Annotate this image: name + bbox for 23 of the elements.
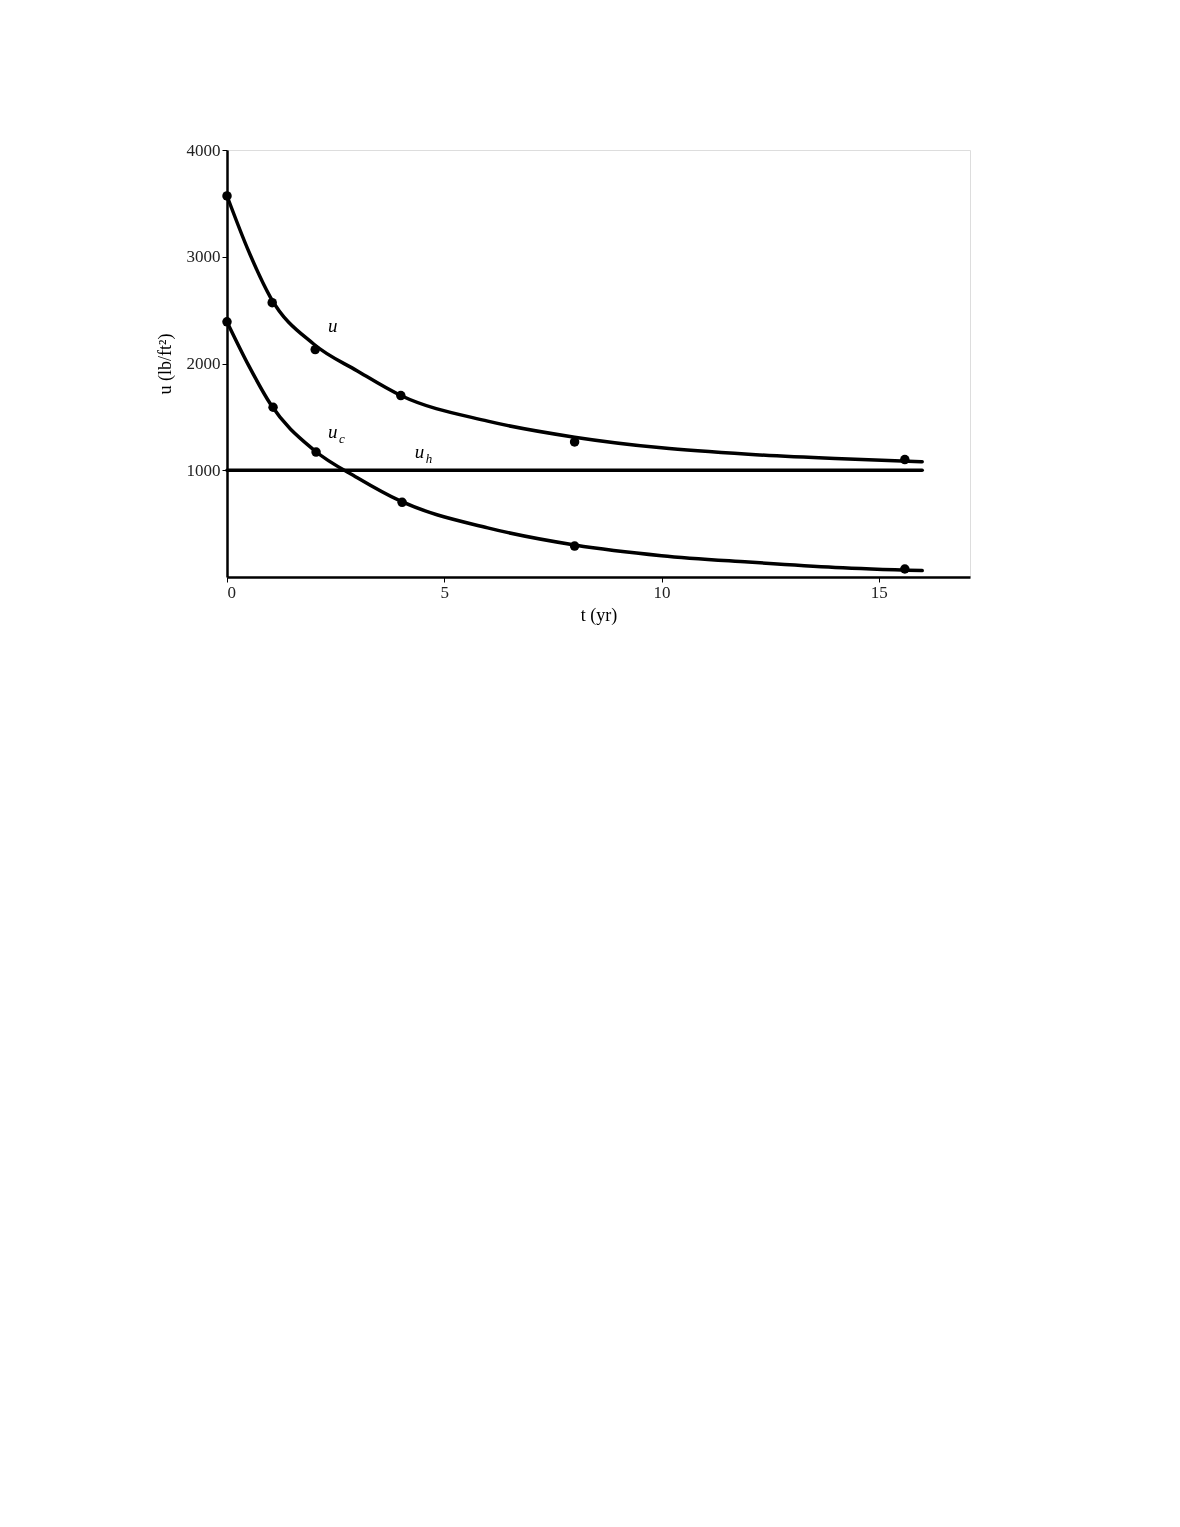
y-tick-label: 1000 bbox=[186, 460, 221, 480]
point bbox=[396, 390, 406, 401]
point bbox=[310, 344, 320, 355]
point bbox=[569, 541, 580, 551]
point bbox=[569, 437, 580, 447]
x-tick-label: 15 bbox=[870, 582, 888, 602]
point bbox=[222, 317, 232, 327]
series-label: u bbox=[327, 315, 338, 337]
x-tick-label: 0 bbox=[227, 582, 236, 602]
x-axis-title: t (yr) bbox=[580, 604, 618, 626]
y-tick-label: 4000 bbox=[186, 140, 221, 160]
y-axis-title: u (lb/ft²) bbox=[154, 333, 176, 395]
point bbox=[267, 297, 277, 308]
point bbox=[311, 447, 321, 457]
point bbox=[397, 497, 407, 508]
point bbox=[268, 402, 278, 412]
y-tick-label: 3000 bbox=[186, 247, 221, 267]
x-tick-label: 5 bbox=[440, 582, 449, 602]
point bbox=[222, 191, 232, 201]
y-tick-label: 2000 bbox=[186, 354, 221, 373]
point bbox=[900, 454, 910, 465]
point bbox=[900, 564, 910, 574]
x-tick-label: 10 bbox=[653, 582, 671, 602]
